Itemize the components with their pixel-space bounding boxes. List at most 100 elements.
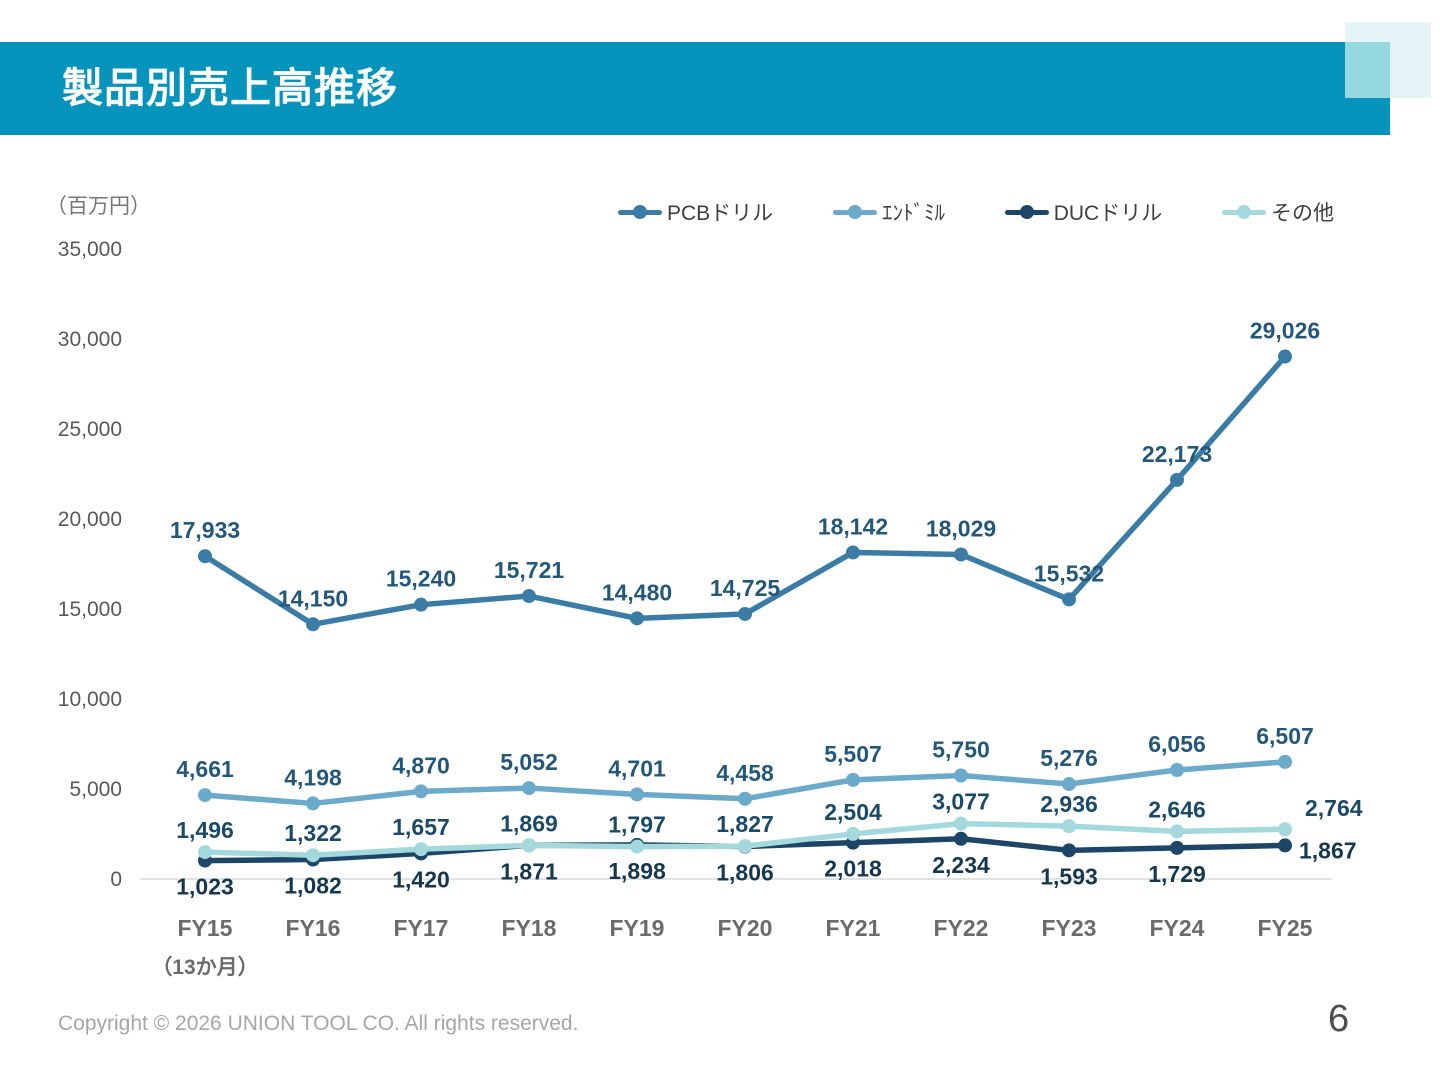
legend-line-marker-icon: [1221, 205, 1266, 219]
data-point: [414, 784, 428, 799]
data-label: 1,827: [716, 811, 774, 837]
legend-label: ｴﾝﾄﾞﾐﾙ: [881, 202, 945, 225]
data-point: [954, 816, 968, 831]
data-label: 1,657: [392, 814, 450, 840]
x-tick-label: FY21: [826, 915, 881, 941]
data-label: 1,023: [176, 874, 234, 900]
data-point: [198, 845, 212, 860]
page-title: 製品別売上高推移: [62, 65, 398, 111]
data-point: [198, 549, 212, 564]
y-tick-label: 35,000: [58, 238, 122, 261]
data-label: 1,420: [392, 866, 450, 892]
data-point: [954, 831, 968, 846]
y-tick-label: 30,000: [58, 328, 122, 351]
data-label: 4,701: [608, 755, 666, 781]
data-label: 1,898: [608, 858, 666, 884]
legend-line-marker-icon: [1004, 205, 1049, 219]
x-tick-label: FY16: [286, 915, 341, 941]
data-label: 17,933: [170, 517, 240, 543]
data-label: 1,867: [1299, 837, 1357, 863]
data-label: 29,026: [1250, 318, 1320, 344]
data-point: [630, 611, 644, 626]
data-point: [1278, 838, 1292, 853]
data-label: 18,142: [818, 513, 888, 539]
legend-dot-icon: [847, 205, 862, 219]
data-point: [738, 839, 752, 854]
data-label: 14,725: [710, 575, 781, 601]
legend-dot-icon: [1236, 205, 1251, 219]
data-label: 5,052: [500, 749, 558, 775]
data-point: [1170, 840, 1184, 855]
data-label: 5,750: [932, 737, 990, 763]
data-label: 14,150: [278, 585, 348, 611]
y-tick-label: 25,000: [58, 418, 122, 441]
data-label: 1,869: [500, 810, 558, 836]
legend-line-marker-icon: [618, 205, 662, 219]
copyright-text: Copyright © 2026 UNION TOOL CO. All righ…: [58, 1012, 579, 1035]
data-label: 6,507: [1256, 723, 1314, 749]
data-point: [846, 826, 860, 841]
data-point: [630, 787, 644, 802]
data-point: [1170, 824, 1184, 839]
data-label: 4,661: [176, 756, 234, 782]
title-banner: 製品別売上高推移: [0, 42, 1390, 135]
data-point: [1278, 822, 1292, 837]
x-tick-label: FY18: [502, 915, 557, 941]
y-axis-unit-label: （百万円）: [46, 195, 151, 218]
x-tick-label: FY20: [718, 915, 773, 941]
data-label: 5,507: [824, 741, 882, 767]
x-tick-label: FY24: [1150, 915, 1205, 941]
data-point: [522, 589, 536, 604]
legend-item: ｴﾝﾄﾞﾐﾙ: [832, 197, 945, 227]
data-label: 15,240: [386, 566, 456, 592]
data-label: 1,806: [716, 859, 774, 885]
data-point: [414, 842, 428, 857]
data-label: 4,458: [716, 760, 774, 786]
data-label: 2,764: [1305, 795, 1363, 821]
y-tick-label: 20,000: [58, 508, 122, 531]
x-tick-label: FY17: [394, 915, 449, 941]
data-point: [1170, 472, 1184, 487]
data-point: [1278, 754, 1292, 769]
data-point: [738, 606, 752, 621]
legend-dot-icon: [633, 205, 647, 219]
data-label: 3,077: [932, 789, 990, 815]
data-point: [306, 617, 320, 632]
x-tick-label: FY25: [1258, 915, 1313, 941]
data-label: 1,496: [176, 817, 234, 843]
legend-label: DUCドリル: [1053, 202, 1163, 225]
x-tick-note: （13か月）: [151, 955, 258, 979]
data-point: [1170, 762, 1184, 777]
legend-label: PCBドリル: [667, 202, 774, 225]
data-label: 1,797: [608, 812, 666, 838]
x-tick-label: FY15: [178, 915, 233, 941]
data-label: 1,871: [500, 858, 558, 884]
data-label: 4,870: [392, 752, 450, 778]
data-label: 1,729: [1148, 861, 1206, 887]
y-tick-label: 15,000: [58, 598, 122, 621]
data-label: 15,532: [1034, 560, 1104, 586]
data-label: 14,480: [602, 579, 672, 605]
page-number: 6: [1328, 998, 1350, 1040]
data-point: [846, 772, 860, 787]
data-label: 18,029: [926, 515, 996, 541]
data-label: 15,721: [494, 557, 565, 583]
corner-accent-overlap: [1345, 42, 1390, 98]
data-point: [1062, 592, 1076, 607]
data-point: [1062, 819, 1076, 834]
x-tick-label: FY22: [934, 915, 989, 941]
data-label: 2,504: [824, 799, 882, 825]
data-label: 6,056: [1148, 731, 1206, 757]
data-point: [198, 788, 212, 803]
data-point: [846, 545, 860, 560]
data-label: 2,936: [1040, 791, 1098, 817]
data-label: 22,173: [1142, 441, 1212, 467]
data-label: 2,234: [932, 852, 990, 878]
data-point: [738, 791, 752, 806]
legend-item: その他: [1221, 197, 1334, 227]
data-point: [1278, 349, 1292, 364]
legend-item: PCBドリル: [618, 197, 773, 227]
data-point: [522, 781, 536, 796]
legend-line-marker-icon: [832, 205, 877, 219]
